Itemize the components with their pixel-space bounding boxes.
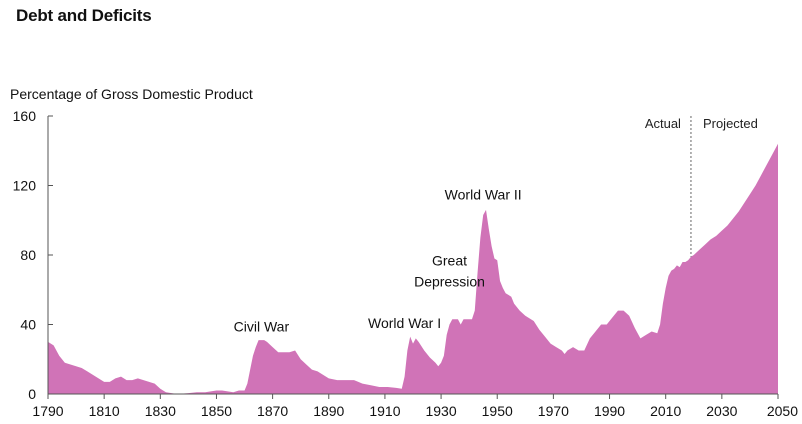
x-tick-label: 2030 xyxy=(706,403,737,419)
x-tick-label: 1890 xyxy=(313,403,344,419)
x-tick-label: 1910 xyxy=(369,403,400,419)
x-tick-label: 2050 xyxy=(767,403,798,419)
annotation-label: Civil War xyxy=(234,318,290,334)
annotation-label: World War I xyxy=(368,315,441,331)
x-tick-label: 1850 xyxy=(201,403,232,419)
projected-label: Projected xyxy=(703,116,758,131)
y-tick-label: 40 xyxy=(20,317,36,333)
y-tick-label: 80 xyxy=(20,247,36,263)
x-tick-label: 1990 xyxy=(594,403,625,419)
divider-layer: Actual Projected xyxy=(645,116,758,257)
annotation-label: World War II xyxy=(445,186,522,202)
debt-area xyxy=(48,143,778,394)
y-tick-label: 160 xyxy=(13,108,37,124)
axis-layer: 0 40 80 120 160 1790 1810 1830 1850 1870 1890 1910 1… xyxy=(13,108,799,419)
annotation-label: Great xyxy=(432,253,467,269)
chart-title: Debt and Deficits xyxy=(16,6,152,25)
x-tick-label: 1930 xyxy=(425,403,456,419)
y-axis-label: Percentage of Gross Domestic Product xyxy=(10,86,253,102)
annotation-label: Depression xyxy=(414,274,485,290)
y-tick-label: 120 xyxy=(13,178,37,194)
y-tick-label: 0 xyxy=(28,386,36,402)
area-layer xyxy=(48,143,778,394)
x-tick-label: 1810 xyxy=(89,403,120,419)
annotation-layer: Civil War World War I Great Depression World… xyxy=(234,186,522,334)
x-tick-label: 1970 xyxy=(538,403,569,419)
x-tick-label: 1830 xyxy=(145,403,176,419)
x-tick-label: 1870 xyxy=(257,403,288,419)
x-tick-label: 1790 xyxy=(32,403,63,419)
x-tick-label: 2010 xyxy=(650,403,681,419)
actual-label: Actual xyxy=(645,116,681,131)
x-tick-label: 1950 xyxy=(482,403,513,419)
